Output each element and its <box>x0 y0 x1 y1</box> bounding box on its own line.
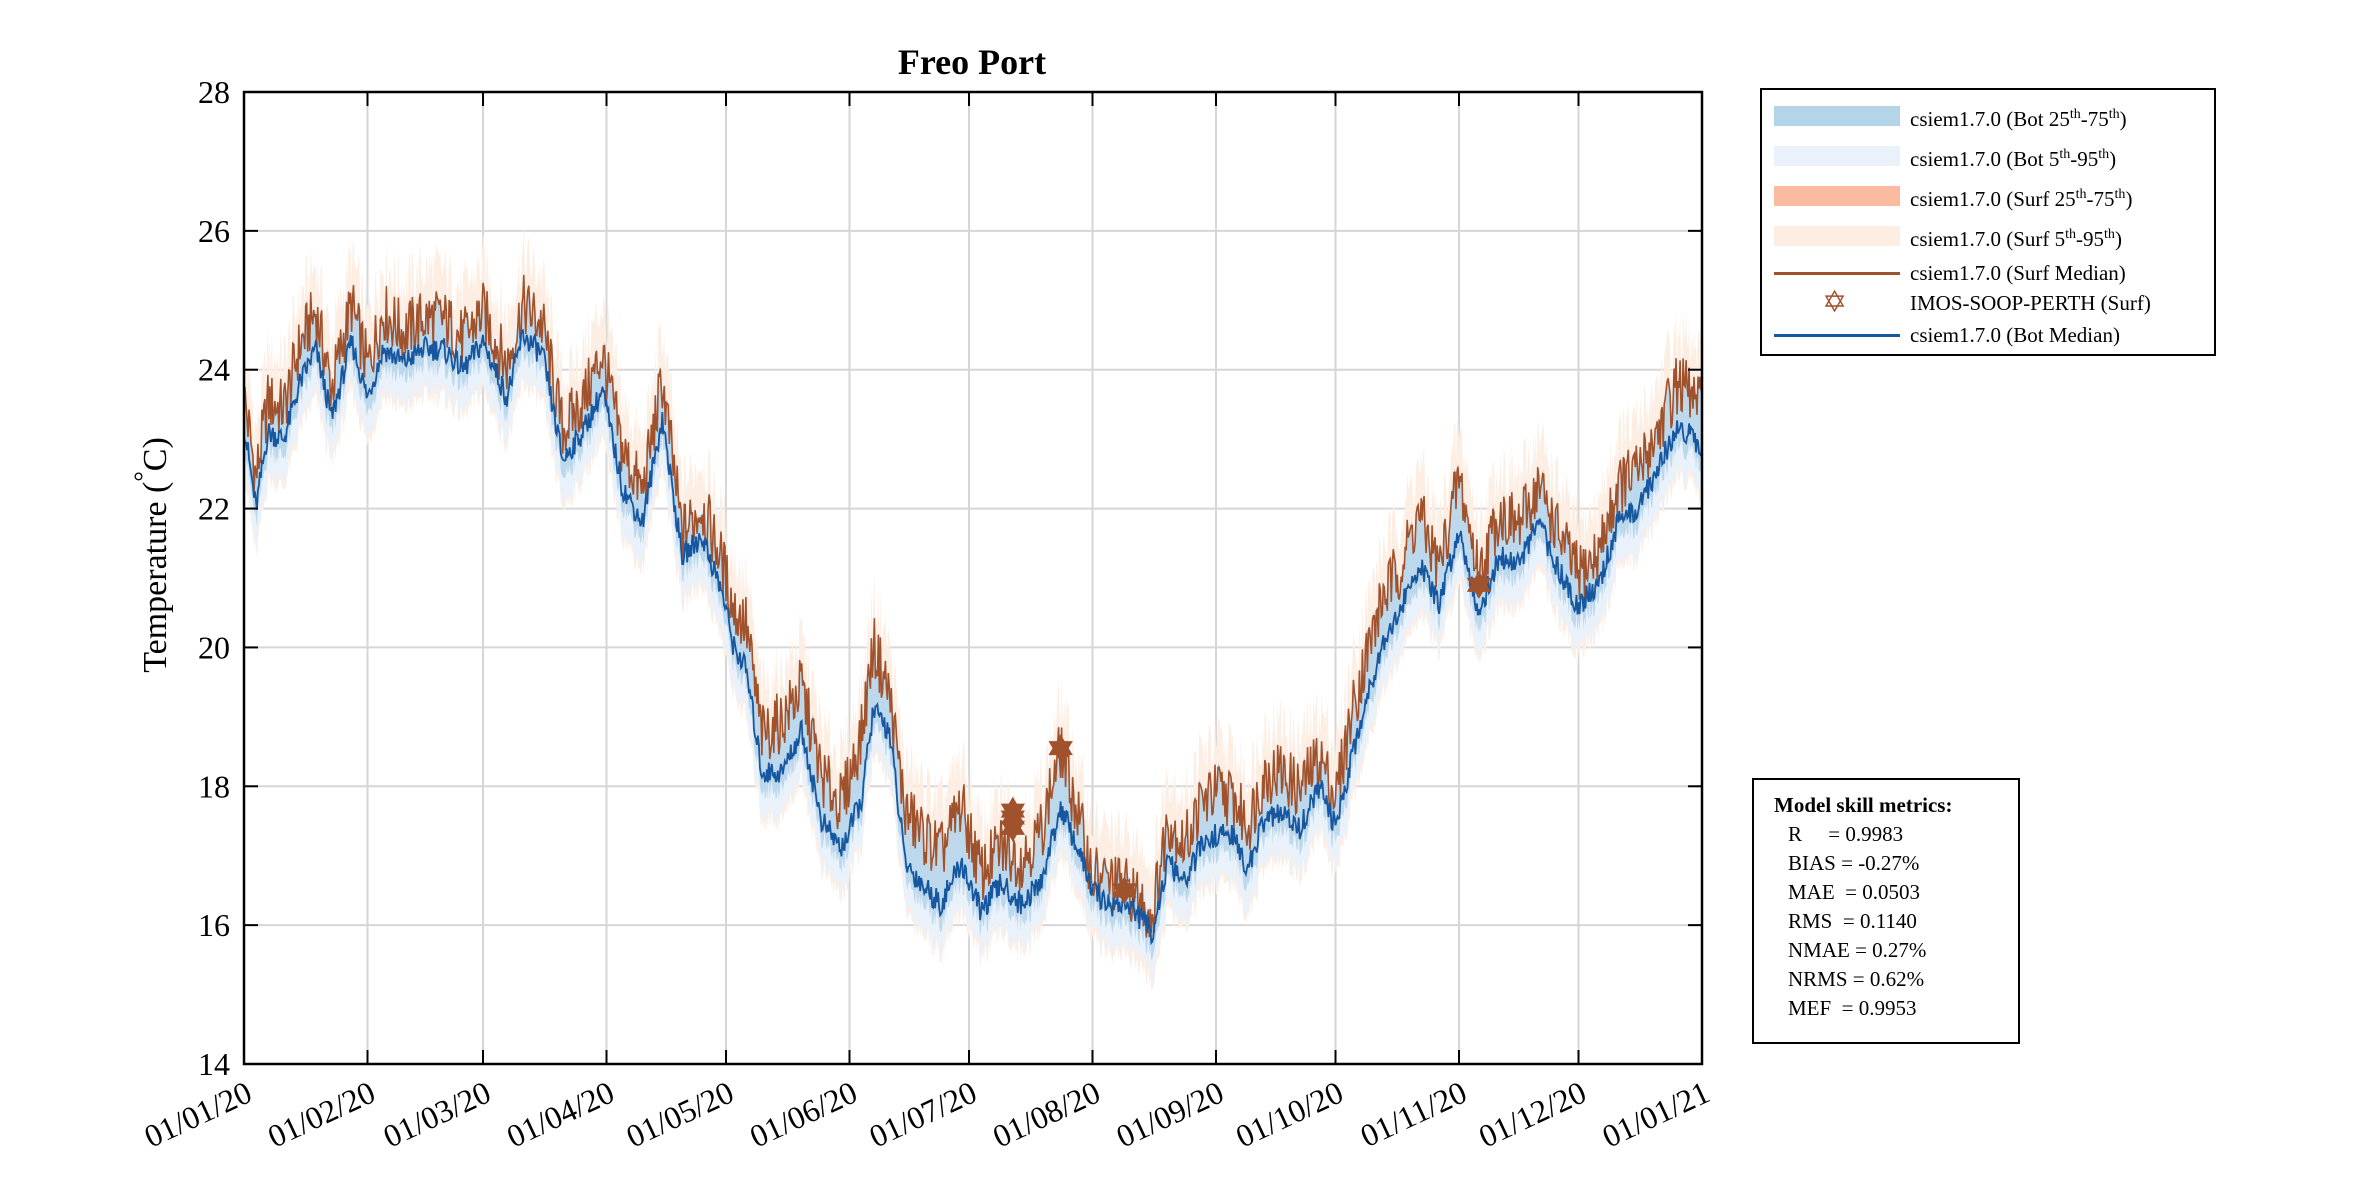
x-tick-label: 01/01/21 <box>1597 1074 1715 1155</box>
x-tick-label: 01/08/20 <box>987 1074 1105 1155</box>
legend-label-bot-median: csiem1.7.0 (Bot Median) <box>1910 323 2120 347</box>
legend-item-surf-median: csiem1.7.0 (Surf Median) <box>1762 258 2214 288</box>
observation-point <box>1466 570 1492 599</box>
metric-bias: BIAS = -0.27% <box>1788 851 1920 875</box>
legend-swatch-surf-iqr <box>1774 186 1900 206</box>
observation-point <box>1000 813 1025 842</box>
legend-label-surf-90: csiem1.7.0 (Surf 5th-95th) <box>1910 227 2122 251</box>
y-tick-label: 20 <box>198 629 230 665</box>
metric-nrms: NRMS = 0.62% <box>1788 967 1925 991</box>
x-tick-label: 01/06/20 <box>744 1074 862 1155</box>
chart-title: Freo Port <box>898 42 1046 82</box>
x-tick-label: 01/01/20 <box>139 1074 257 1155</box>
legend-swatch-bot-iqr <box>1774 106 1900 126</box>
metric-mef: MEF = 0.9953 <box>1788 996 1917 1020</box>
x-tick-label: 01/10/20 <box>1230 1074 1348 1155</box>
legend-item-surf-iqr: csiem1.7.0 (Surf 25th-75th) <box>1762 180 2214 211</box>
y-tick-label: 18 <box>198 768 230 804</box>
metric-mae: MAE = 0.0503 <box>1788 880 1921 904</box>
legend-label-surf-iqr: csiem1.7.0 (Surf 25th-75th) <box>1910 187 2133 211</box>
skill-metrics-box: Model skill metrics: R = 0.9983 BIAS = -… <box>1752 778 2020 1044</box>
hexagram-marker-icon: ✡ <box>1822 286 1848 319</box>
observation-point <box>1048 734 1073 763</box>
y-axis-label-degree: ° <box>129 471 158 481</box>
y-axis-label-text: Temperature ( <box>137 482 174 673</box>
y-tick-label: 24 <box>198 352 230 388</box>
y-tick-label: 26 <box>198 213 230 249</box>
observation-hexagram <box>1466 570 1492 599</box>
observation-hexagram <box>1048 734 1073 763</box>
metric-rms: RMS = 0.1140 <box>1788 909 1917 933</box>
legend-item-bot-median: csiem1.7.0 (Bot Median) <box>1762 320 2214 350</box>
plot-frame <box>242 90 1704 1066</box>
series-bot-median <box>243 328 1703 946</box>
median-lines <box>243 274 1703 946</box>
legend-swatch-surf-90 <box>1774 226 1900 246</box>
x-tick-label: 01/02/20 <box>262 1074 380 1155</box>
y-tick-label: 22 <box>198 491 230 527</box>
x-tick-label: 01/04/20 <box>501 1074 619 1155</box>
legend-item-surf-90: csiem1.7.0 (Surf 5th-95th) <box>1762 220 2214 251</box>
band-bot-25-75 <box>244 271 1702 961</box>
observation-hexagram <box>1000 813 1025 842</box>
series-surf-median <box>243 274 1703 938</box>
observation-hexagram <box>1112 876 1137 905</box>
legend: csiem1.7.0 (Bot 25th-75th) csiem1.7.0 (B… <box>1760 88 2216 356</box>
x-tick-label: 01/07/20 <box>864 1074 982 1155</box>
x-tick-label: 01/05/20 <box>621 1074 739 1155</box>
y-axis-label-unit: C) <box>137 437 174 471</box>
observation-point <box>1112 876 1137 905</box>
legend-line-surf-median <box>1774 272 1900 275</box>
legend-label-bot-90: csiem1.7.0 (Bot 5th-95th) <box>1910 147 2117 171</box>
legend-item-bot-90: csiem1.7.0 (Bot 5th-95th) <box>1762 140 2214 171</box>
y-axis-label: Temperature (°C) <box>129 437 174 673</box>
observation-markers <box>1000 570 1492 905</box>
legend-item-observations: ✡ IMOS-SOOP-PERTH (Surf) <box>1762 288 2214 318</box>
legend-label-surf-median: csiem1.7.0 (Surf Median) <box>1910 261 2126 285</box>
x-tick-label: 01/11/20 <box>1355 1074 1472 1154</box>
metric-nmae: NMAE = 0.27% <box>1788 938 1927 962</box>
x-tick-label: 01/12/20 <box>1473 1074 1591 1155</box>
metrics-title: Model skill metrics: <box>1774 793 1953 817</box>
legend-item-bot-iqr: csiem1.7.0 (Bot 25th-75th) <box>1762 100 2214 131</box>
legend-line-bot-median <box>1774 334 1900 337</box>
legend-swatch-bot-90 <box>1774 146 1900 166</box>
y-tick-label: 16 <box>198 907 230 943</box>
y-tick-label: 28 <box>198 74 230 110</box>
y-tick-label: 14 <box>198 1046 230 1082</box>
metric-r: R = 0.9983 <box>1788 822 1904 846</box>
legend-label-bot-iqr: csiem1.7.0 (Bot 25th-75th) <box>1910 107 2127 131</box>
x-tick-label: 01/09/20 <box>1111 1074 1229 1155</box>
x-tick-label: 01/03/20 <box>378 1074 496 1155</box>
legend-label-observations: IMOS-SOOP-PERTH (Surf) <box>1910 291 2151 315</box>
